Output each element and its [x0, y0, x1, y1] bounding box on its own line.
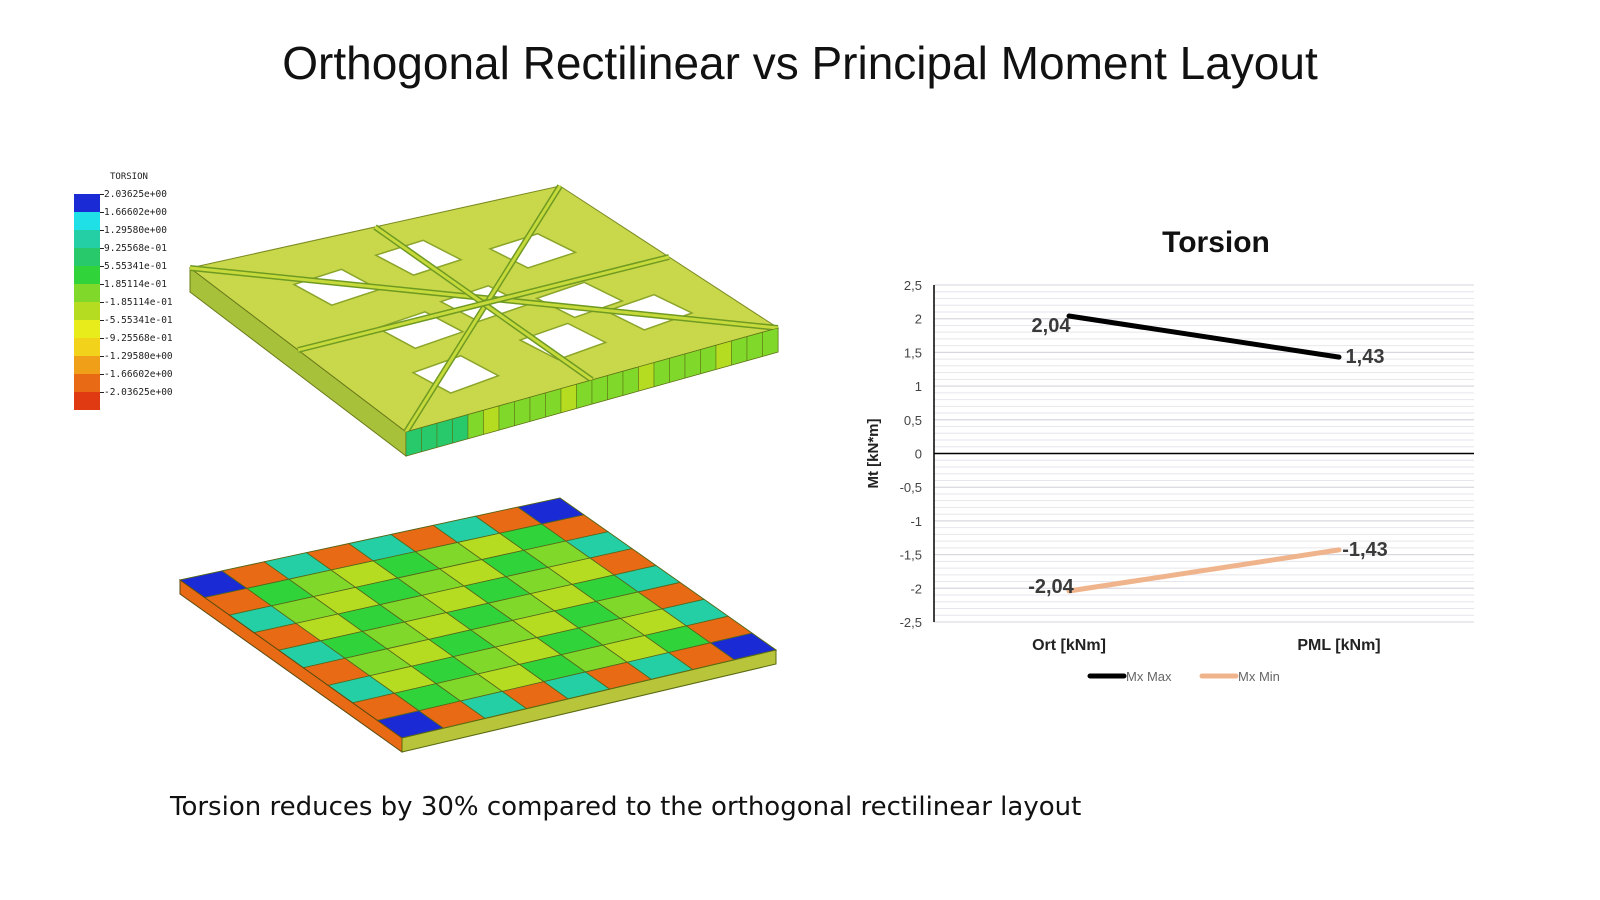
- y-tick-label: -2,5: [900, 615, 922, 630]
- legend-value: -2.03625e+00: [104, 387, 173, 398]
- legend-value: 1.29580e+00: [104, 225, 167, 236]
- y-tick-label: 1: [915, 379, 922, 394]
- legend-tick: [100, 212, 104, 213]
- x-category-label: Ort [kNm]: [1032, 637, 1106, 654]
- legend-swatch: [74, 338, 100, 356]
- legend-swatch: [74, 284, 100, 302]
- orthogonal-rectilinear-slab-model: [178, 497, 778, 753]
- chart-title: Torsion: [1162, 226, 1270, 259]
- legend-value: 2.03625e+00: [104, 189, 167, 200]
- legend-value: -1.66602e+00: [104, 369, 173, 380]
- legend-value: 5.55341e-01: [104, 261, 167, 272]
- series-line-mx-min: [1066, 547, 1342, 594]
- legend-swatch: [74, 320, 100, 338]
- y-tick-label: -1,5: [900, 548, 922, 563]
- legend-tick: [100, 338, 104, 339]
- legend-tick: [100, 356, 104, 357]
- data-label: 2,04: [1032, 315, 1072, 337]
- data-label: -1,43: [1342, 539, 1388, 561]
- legend-tick: [100, 266, 104, 267]
- legend-swatch: [74, 266, 100, 284]
- torsion-line-chart: Torsion 2,5 2 1,5 1 0,5 0 -0,5 -1 -1,5 -2 -2,5 Mt [k…: [865, 226, 1474, 684]
- legend-swatch: [74, 392, 100, 410]
- y-axis-label: Mt [kN*m]: [865, 418, 882, 488]
- legend-value: 9.25568e-01: [104, 243, 167, 254]
- slide-caption: Torsion reduces by 30% compared to the o…: [170, 792, 1082, 822]
- principal-moment-slab-model: [188, 184, 780, 458]
- legend-swatch: [74, 212, 100, 230]
- y-tick-label: -0,5: [900, 480, 922, 495]
- legend-value: -1.29580e+00: [104, 351, 173, 362]
- legend-tick: [100, 248, 104, 249]
- data-label: -2,04: [1028, 576, 1074, 598]
- y-tick-label: 2: [915, 312, 922, 327]
- legend-value: 1.66602e+00: [104, 207, 167, 218]
- legend-swatch: [74, 194, 100, 212]
- legend-label: Mx Max: [1126, 669, 1172, 684]
- legend-tick: [100, 374, 104, 375]
- legend-swatch: [74, 230, 100, 248]
- legend-value: -9.25568e-01: [104, 333, 173, 344]
- legend-swatch: [74, 302, 100, 320]
- legend-value: 1.85114e-01: [104, 279, 167, 290]
- legend-tick: [100, 194, 104, 195]
- y-tick-label: -1: [910, 514, 922, 529]
- legend-swatch: [74, 248, 100, 266]
- slide-title: Orthogonal Rectilinear vs Principal Mome…: [282, 37, 1318, 89]
- legend-label: Mx Min: [1238, 669, 1280, 684]
- data-label: 1,43: [1346, 346, 1385, 368]
- legend-tick: [100, 392, 104, 393]
- y-tick-label: 1,5: [904, 345, 922, 360]
- fem-slab-renderings: [178, 184, 780, 753]
- y-tick-label: 2,5: [904, 278, 922, 293]
- legend-swatch: [74, 374, 100, 392]
- series-line-mx-max: [1066, 313, 1342, 360]
- legend-value: -5.55341e-01: [104, 315, 173, 326]
- legend-tick: [100, 302, 104, 303]
- x-category-label: PML [kNm]: [1297, 637, 1380, 654]
- legend-tick: [100, 284, 104, 285]
- torsion-color-legend: TORSION 2.03625e+00 1.66602e+00 1.29580e+0…: [74, 172, 204, 412]
- legend-value: -1.85114e-01: [104, 297, 173, 308]
- legend-tick: [100, 230, 104, 231]
- legend-title: TORSION: [110, 172, 148, 182]
- legend-swatch: [74, 356, 100, 374]
- y-tick-label: 0: [915, 447, 922, 462]
- legend-tick: [100, 320, 104, 321]
- y-tick-label: 0,5: [904, 413, 922, 428]
- y-tick-label: -2: [910, 581, 922, 596]
